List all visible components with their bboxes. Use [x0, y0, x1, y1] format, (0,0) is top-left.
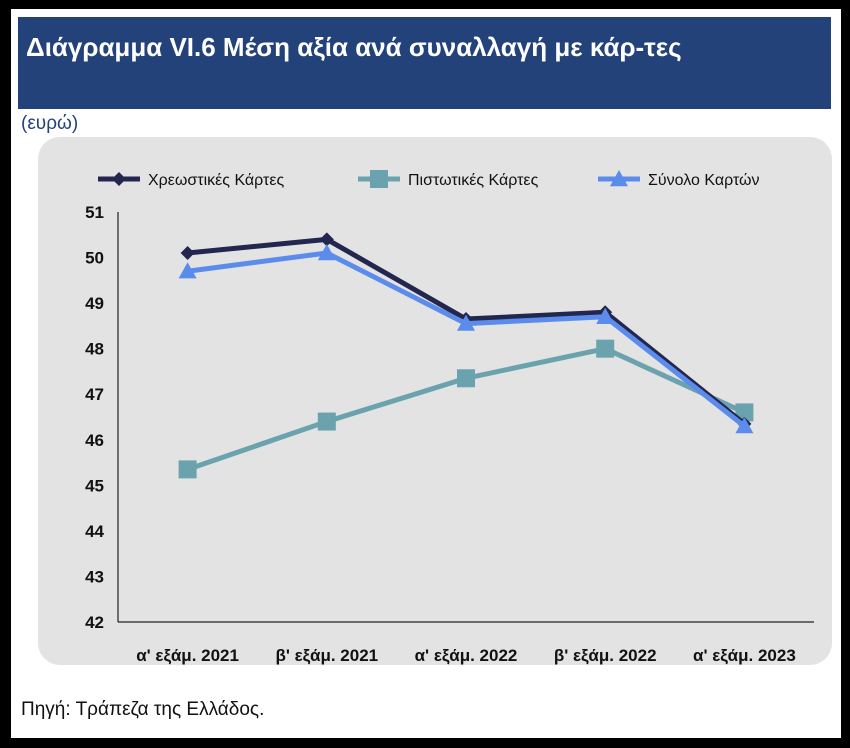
- legend-marker: [370, 170, 388, 188]
- x-tick-label: α' εξάμ. 2023: [693, 646, 796, 665]
- chart-title: Διάγραμμα VI.6 Μέση αξία ανά συναλλαγή μ…: [26, 32, 682, 62]
- legend-label: Σύνολο Καρτών: [648, 172, 760, 189]
- series-line-2: [186, 346, 746, 472]
- title-bar: Διάγραμμα VI.6 Μέση αξία ανά συναλλαγή μ…: [18, 17, 831, 109]
- legend-label: Χρεωστικές Κάρτες: [148, 172, 284, 189]
- x-tick-label: β' εξάμ. 2022: [554, 646, 657, 665]
- y-tick-label: 51: [85, 203, 104, 222]
- figure-panel: Διάγραμμα VI.6 Μέση αξία ανά συναλλαγή μ…: [11, 9, 841, 738]
- series-line-1: [187, 236, 746, 426]
- data-point-series-2: [178, 460, 197, 479]
- data-point-series-3: [178, 262, 197, 279]
- y-tick-label: 50: [85, 249, 104, 268]
- data-point-series-1: [319, 232, 334, 247]
- data-point-series-1: [180, 246, 195, 260]
- y-tick-label: 45: [85, 476, 104, 495]
- y-tick-label: 44: [85, 522, 104, 541]
- data-point-series-3: [735, 417, 754, 434]
- series-line-3: [187, 250, 746, 429]
- y-tick-label: 47: [85, 385, 104, 404]
- data-point-series-3: [457, 314, 475, 331]
- x-tick-label: α' εξάμ. 2021: [136, 646, 239, 665]
- legend-label: Πιστωτικές Κάρτες: [408, 172, 539, 189]
- y-tick-label: 48: [85, 340, 104, 359]
- y-tick-label: 49: [85, 294, 104, 313]
- line-chart: 42 43 44 45 46 47 48 49 50 51 α' εξάμ. 2021 β' εξάμ…: [85, 170, 814, 665]
- y-tick-label: 46: [85, 431, 104, 450]
- source-note: Πηγή: Τράπεζα της Ελλάδος.: [21, 699, 265, 720]
- legend-marker: [112, 172, 126, 186]
- data-point-series-2: [735, 403, 754, 422]
- data-point-series-3: [317, 244, 336, 261]
- x-tick-label: β' εξάμ. 2021: [275, 646, 378, 665]
- y-tick-label: 43: [85, 567, 104, 586]
- y-tick-label: 42: [85, 613, 104, 632]
- unit-label: (ευρώ): [21, 113, 79, 134]
- data-point-series-2: [596, 339, 615, 358]
- data-point-series-2: [457, 369, 475, 388]
- legend-marker: [610, 170, 628, 187]
- data-point-series-2: [317, 412, 336, 431]
- chart-area: 42 43 44 45 46 47 48 49 50 51 α' εξάμ. 2021 β' εξάμ…: [38, 137, 832, 665]
- data-point-series-3: [596, 307, 615, 324]
- x-tick-label: α' εξάμ. 2022: [415, 646, 518, 665]
